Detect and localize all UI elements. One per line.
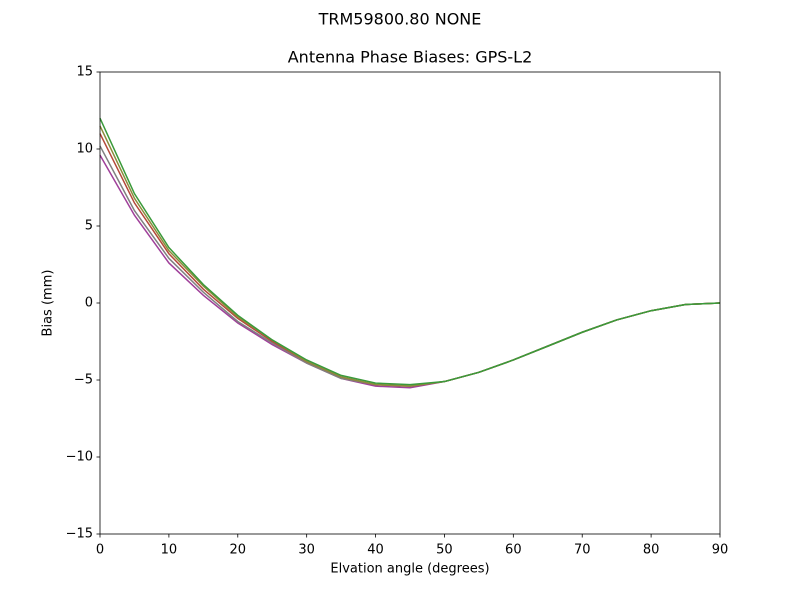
series-line xyxy=(99,154,721,389)
series-line xyxy=(99,133,721,387)
x-tick-label: 90 xyxy=(712,543,729,558)
x-axis-label: Elvation angle (degrees) xyxy=(330,562,489,577)
series-line xyxy=(99,125,721,387)
x-tick-label: 30 xyxy=(298,543,315,558)
x-tick-label: 70 xyxy=(574,543,591,558)
y-tick-label: −10 xyxy=(66,450,93,465)
y-tick-label: −5 xyxy=(74,373,93,388)
plot-frame xyxy=(99,71,721,535)
y-tick-label: −15 xyxy=(66,527,93,542)
series-line xyxy=(99,145,721,387)
y-tick-label: 15 xyxy=(76,65,93,80)
series-line xyxy=(99,117,721,386)
y-tick-label: 10 xyxy=(76,142,93,157)
y-axis-label: Bias (mm) xyxy=(41,270,56,337)
x-tick-label: 0 xyxy=(96,543,104,558)
chart-title: Antenna Phase Biases: GPS-L2 xyxy=(288,48,533,67)
x-tick-label: 20 xyxy=(230,543,247,558)
x-tick-label: 50 xyxy=(436,543,453,558)
x-tick-label: 40 xyxy=(367,543,384,558)
x-tick-label: 80 xyxy=(643,543,660,558)
x-tick-label: 10 xyxy=(161,543,178,558)
suptitle: TRM59800.80 NONE xyxy=(318,10,482,29)
y-tick-label: 0 xyxy=(85,296,93,311)
y-tick-label: 5 xyxy=(85,219,93,234)
x-tick-label: 60 xyxy=(505,543,522,558)
